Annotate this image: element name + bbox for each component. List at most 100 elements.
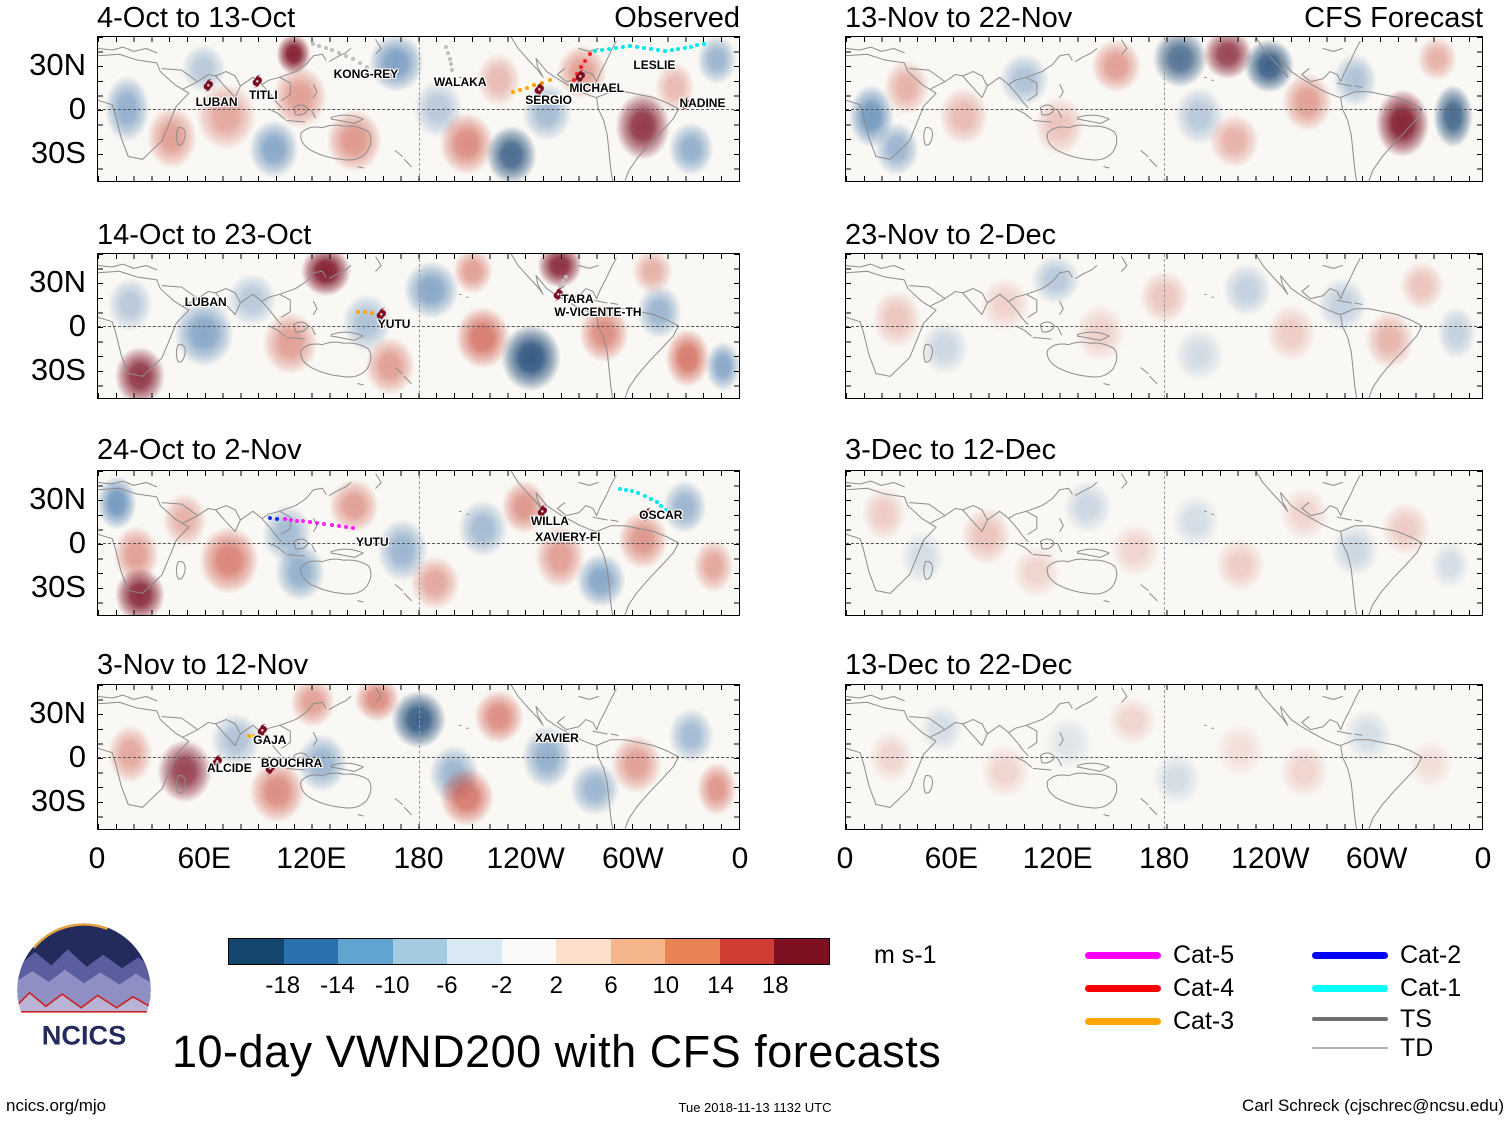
y-axis-label: 0 (68, 525, 86, 560)
x-axis-label: 120E (1022, 842, 1093, 875)
anomaly-blob (1402, 732, 1460, 796)
map-obs-3: YUTU WILLA XAVIERY-FI OSCAR (97, 470, 740, 616)
storm-track-dot (329, 47, 334, 52)
storm-track-dot (362, 310, 367, 315)
storm-track-dot (682, 45, 687, 50)
storm-track-dot (283, 517, 288, 522)
anomaly-blob (1208, 715, 1273, 785)
colorbar-tick-label: 10 (652, 972, 680, 999)
x-axis-label: 120W (1231, 842, 1310, 875)
anomaly-blob (319, 100, 390, 181)
storm-track-dot (695, 43, 700, 48)
storm-track-dot (620, 44, 625, 49)
storm-track-dot (676, 47, 681, 51)
hurricane-icon (679, 95, 692, 110)
anomaly-blob (1367, 80, 1438, 167)
panel-title-obs-1: 4-Oct to 13-Oct (97, 2, 296, 34)
anomaly-blob (662, 114, 720, 181)
storm-track-dot (648, 496, 653, 501)
colorbar-units-label: m s-1 (874, 941, 937, 969)
legend-label: Cat-5 (1173, 940, 1235, 969)
anomaly-blob (912, 313, 977, 383)
y-axis-label: 30S (30, 351, 86, 387)
storm-label: LUBAN (184, 295, 227, 310)
storm-track-dot (624, 488, 629, 493)
colorbar-segment (719, 939, 775, 964)
storm-track-dot (337, 50, 342, 55)
anomaly-blob (1103, 515, 1168, 585)
panel-title-obs-4: 3-Nov to 12-Nov (97, 649, 309, 681)
anomaly-blob (107, 338, 172, 398)
y-axis-label: 30N (29, 47, 86, 83)
panel-title-fcst-3: 3-Dec to 12-Dec (845, 434, 1057, 466)
storm-track-dot (642, 45, 647, 50)
hurricane-icon (250, 73, 263, 88)
anomaly-blob (687, 531, 739, 601)
anomaly-blob (1167, 320, 1231, 390)
legend-label: Cat-2 (1400, 940, 1462, 969)
colorbar-segment (283, 939, 339, 964)
storm-track-dot (669, 48, 674, 53)
logo-text: NCICS (42, 1019, 127, 1050)
anomaly-blob (868, 114, 926, 181)
hurricane-icon (202, 78, 215, 93)
colorbar-tick-label: -18 (265, 972, 301, 999)
storm-track-dot (563, 275, 568, 280)
storm-track-dot (447, 56, 452, 61)
colorbar-tick-label: 18 (761, 972, 789, 999)
anomaly-blob (912, 696, 971, 760)
storm-track-dot (635, 44, 640, 49)
y-axis-label: 0 (68, 739, 86, 774)
anomaly-blob (267, 534, 332, 610)
storm-track-dot (628, 43, 633, 48)
storm-label: GAJA (253, 733, 287, 748)
legend-label: Cat-1 (1400, 973, 1462, 1002)
storm-track-dot (329, 523, 334, 527)
storm-track-dot (322, 522, 327, 527)
column-header: CFS Forecast (1304, 2, 1483, 34)
legend-label: Cat-4 (1173, 973, 1235, 1002)
x-axis-label: 60E (924, 842, 979, 875)
x-axis-label: 180 (393, 842, 444, 875)
y-axis-label: 30S (30, 782, 86, 818)
anomaly-blob (1100, 689, 1164, 753)
anomaly-blob (242, 111, 307, 181)
storm-track-dot (301, 519, 306, 524)
map-fcst-3 (845, 470, 1483, 616)
storm-label: OSCAR (639, 507, 683, 522)
storm-track-dot (315, 521, 319, 526)
storm-label: TITLI (249, 87, 278, 102)
storm-track-dot (355, 309, 360, 314)
storm-track-dot (599, 48, 604, 53)
y-axis-label: 0 (68, 308, 86, 343)
storm-track-dot (344, 524, 349, 529)
storm-track-dot (518, 88, 523, 93)
map-obs-1: LUBAN TITLI KONG-REY WALAKA SERGIO MICHAEL LES… (97, 36, 740, 182)
storm-track-dot (317, 44, 322, 49)
storm-label: YUTU (377, 316, 411, 331)
anomaly-blob (255, 302, 326, 384)
y-axis-label: 30S (30, 568, 86, 604)
anomaly-blob (1272, 736, 1336, 806)
dateline-gridline (1164, 685, 1165, 829)
legend-item: Cat-5 (1085, 940, 1234, 970)
ncics-logo: NCICS (17, 923, 151, 1057)
storm-label: MICHAEL (569, 81, 625, 96)
panel-title-obs-2: 14-Oct to 23-Oct (97, 219, 312, 251)
y-axis-label: 30S (30, 134, 86, 170)
x-axis-label: 60W (601, 842, 664, 875)
storm-label: LUBAN (195, 94, 238, 109)
anomaly-blob (402, 548, 467, 615)
anomaly-blob (101, 269, 159, 339)
storm-track-dot (606, 47, 611, 52)
anomaly-blob (1431, 298, 1482, 368)
x-axis-label: 0 (731, 842, 749, 875)
figure-title: 10-day VWND200 with CFS forecasts (172, 1026, 942, 1077)
x-axis-label: 0 (88, 842, 106, 875)
y-axis-label: 30N (29, 264, 86, 300)
storm-track-dot (547, 78, 552, 83)
anomaly-blob (1027, 88, 1091, 164)
storm-track-dot (649, 47, 654, 52)
footer-url: ncics.org/mjo (6, 1096, 107, 1115)
